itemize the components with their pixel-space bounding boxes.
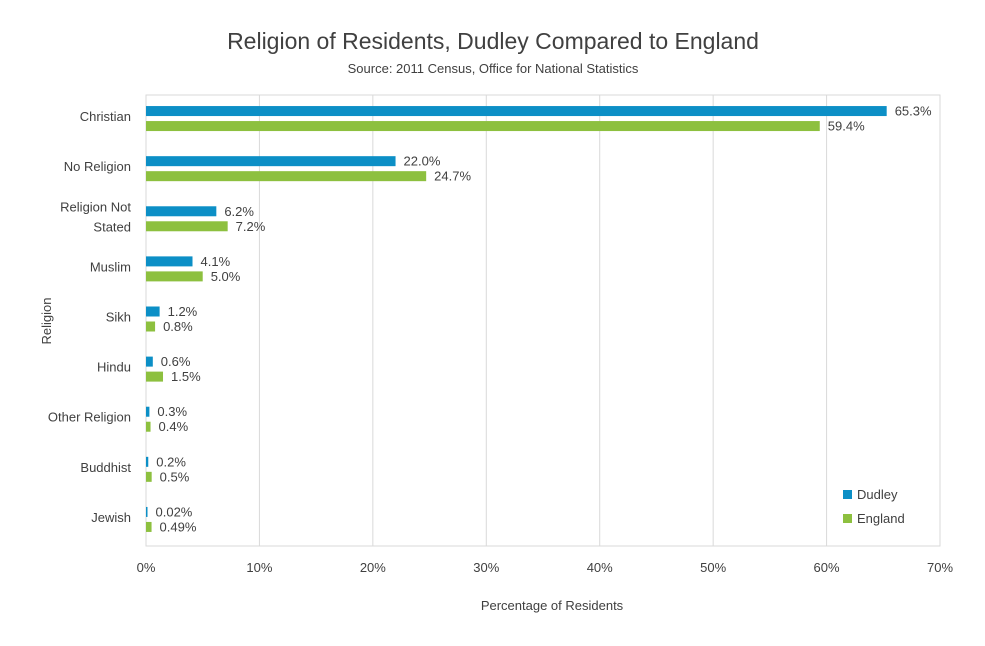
data-label: 0.3% bbox=[157, 404, 187, 419]
x-axis-ticks: 0% 10% 20% 30% 40% 50% 60% 70% bbox=[137, 560, 954, 575]
bar-dudley bbox=[146, 506, 148, 517]
data-label: 1.2% bbox=[168, 304, 198, 319]
bar-dudley bbox=[146, 256, 193, 267]
bar-dudley bbox=[146, 106, 887, 117]
bar-england bbox=[146, 321, 156, 332]
bar-england bbox=[146, 421, 151, 432]
data-label: 0.49% bbox=[160, 519, 197, 534]
category-label: Other Religion bbox=[48, 410, 131, 425]
legend-swatch bbox=[843, 514, 852, 523]
category-label: Religion Not Stated bbox=[60, 199, 131, 234]
bar-england bbox=[146, 121, 820, 132]
data-label: 0.6% bbox=[161, 354, 191, 369]
data-label: 0.2% bbox=[156, 454, 186, 469]
x-tick-label: 40% bbox=[587, 560, 613, 575]
data-label: 7.2% bbox=[236, 219, 266, 234]
x-tick-label: 10% bbox=[246, 560, 272, 575]
category-label: Buddhist bbox=[80, 460, 131, 475]
bar-dudley bbox=[146, 156, 396, 167]
x-tick-label: 30% bbox=[473, 560, 499, 575]
category-label: Sikh bbox=[106, 310, 131, 325]
data-label: 6.2% bbox=[224, 204, 254, 219]
category-label: Muslim bbox=[90, 259, 131, 274]
plot-frame bbox=[145, 94, 941, 547]
x-axis-title: Percentage of Residents bbox=[481, 598, 624, 613]
x-tick-label: 20% bbox=[360, 560, 386, 575]
chart-title: Religion of Residents, Dudley Compared t… bbox=[227, 28, 759, 54]
bar-england bbox=[146, 371, 164, 382]
data-label: 0.5% bbox=[160, 469, 190, 484]
category-label: Jewish bbox=[91, 510, 131, 525]
data-label: 0.8% bbox=[163, 319, 193, 334]
category-label-line: Stated bbox=[93, 219, 131, 234]
data-label: 0.02% bbox=[156, 504, 193, 519]
bar-england bbox=[146, 221, 228, 232]
legend-label: Dudley bbox=[857, 487, 898, 502]
bar-dudley bbox=[146, 206, 217, 217]
bar-dudley bbox=[146, 356, 153, 367]
category-label-line: Religion Not bbox=[60, 199, 131, 214]
bar-england bbox=[146, 271, 203, 282]
bar-england bbox=[146, 471, 152, 482]
x-tick-label: 70% bbox=[927, 560, 953, 575]
x-tick-label: 0% bbox=[137, 560, 156, 575]
data-label: 0.4% bbox=[159, 419, 189, 434]
bars bbox=[146, 106, 887, 532]
data-label: 1.5% bbox=[171, 369, 201, 384]
y-axis-title: Religion bbox=[39, 298, 54, 345]
data-label: 5.0% bbox=[211, 269, 241, 284]
data-label: 59.4% bbox=[828, 119, 865, 134]
legend-swatch bbox=[843, 490, 852, 499]
data-labels: 65.3% 22.0% 6.2% 4.1% 1.2% 0.6% 0.3% 0.2% 0.02% 5… bbox=[156, 104, 932, 535]
bar-england bbox=[146, 521, 152, 532]
chart-subtitle: Source: 2011 Census, Office for National… bbox=[348, 61, 639, 76]
legend-label: England bbox=[857, 511, 905, 526]
data-label: 65.3% bbox=[895, 104, 932, 119]
data-label: 24.7% bbox=[434, 169, 471, 184]
gridlines bbox=[145, 94, 941, 547]
x-tick-label: 60% bbox=[814, 560, 840, 575]
bar-dudley bbox=[146, 456, 149, 467]
data-label: 22.0% bbox=[404, 154, 441, 169]
data-label: 4.1% bbox=[201, 254, 231, 269]
category-label: Christian bbox=[80, 109, 131, 124]
category-label: Hindu bbox=[97, 360, 131, 375]
category-labels: Christian No Religion Religion Not Stated Mu… bbox=[48, 109, 131, 525]
legend: Dudley England bbox=[843, 487, 905, 526]
bar-dudley bbox=[146, 306, 160, 317]
category-label: No Religion bbox=[64, 159, 131, 174]
bar-dudley bbox=[146, 406, 150, 417]
bar-england bbox=[146, 171, 427, 182]
x-tick-label: 50% bbox=[700, 560, 726, 575]
